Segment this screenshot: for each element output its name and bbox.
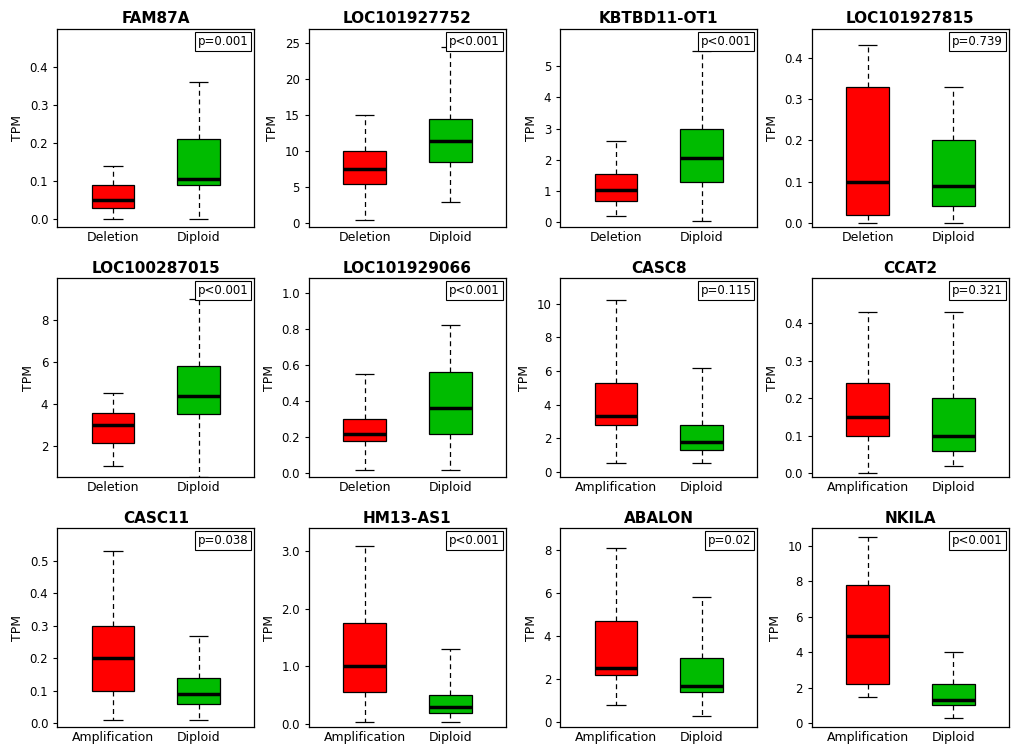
Bar bbox=[594, 621, 637, 675]
Y-axis label: TPM: TPM bbox=[525, 115, 538, 141]
Bar bbox=[428, 119, 471, 162]
Bar bbox=[177, 140, 220, 185]
Title: CCAT2: CCAT2 bbox=[882, 261, 936, 276]
Bar bbox=[931, 140, 974, 206]
Title: LOC101929066: LOC101929066 bbox=[342, 261, 472, 276]
Title: LOC101927815: LOC101927815 bbox=[845, 11, 974, 26]
Bar bbox=[177, 678, 220, 704]
Text: p<0.001: p<0.001 bbox=[448, 535, 499, 547]
Bar bbox=[342, 623, 385, 692]
Title: HM13-AS1: HM13-AS1 bbox=[363, 510, 451, 525]
Y-axis label: TPM: TPM bbox=[11, 615, 24, 640]
Y-axis label: TPM: TPM bbox=[518, 365, 531, 390]
Text: p=0.115: p=0.115 bbox=[700, 285, 751, 297]
Text: p<0.001: p<0.001 bbox=[952, 535, 1002, 547]
Y-axis label: TPM: TPM bbox=[765, 115, 777, 141]
Bar bbox=[846, 384, 889, 436]
Title: KBTBD11-OT1: KBTBD11-OT1 bbox=[598, 11, 718, 26]
Y-axis label: TPM: TPM bbox=[262, 615, 275, 640]
Title: LOC101927752: LOC101927752 bbox=[342, 11, 472, 26]
Title: FAM87A: FAM87A bbox=[121, 11, 190, 26]
Text: p=0.02: p=0.02 bbox=[707, 535, 751, 547]
Bar bbox=[680, 128, 722, 182]
Title: LOC100287015: LOC100287015 bbox=[92, 261, 220, 276]
Y-axis label: TPM: TPM bbox=[22, 365, 36, 390]
Bar bbox=[428, 695, 471, 713]
Y-axis label: TPM: TPM bbox=[11, 115, 24, 141]
Title: CASC11: CASC11 bbox=[122, 510, 189, 525]
Title: NKILA: NKILA bbox=[883, 510, 935, 525]
Y-axis label: TPM: TPM bbox=[765, 365, 777, 390]
Bar bbox=[594, 174, 637, 201]
Y-axis label: TPM: TPM bbox=[262, 365, 275, 390]
Text: p=0.739: p=0.739 bbox=[951, 35, 1002, 48]
Text: p=0.321: p=0.321 bbox=[951, 285, 1002, 297]
Text: p<0.001: p<0.001 bbox=[198, 285, 249, 297]
Y-axis label: TPM: TPM bbox=[266, 115, 279, 141]
Bar bbox=[680, 425, 722, 450]
Bar bbox=[428, 372, 471, 433]
Y-axis label: TPM: TPM bbox=[768, 615, 782, 640]
Title: ABALON: ABALON bbox=[624, 510, 693, 525]
Bar bbox=[846, 87, 889, 214]
Text: p<0.001: p<0.001 bbox=[448, 35, 499, 48]
Bar bbox=[92, 413, 135, 443]
Bar bbox=[594, 383, 637, 425]
Bar bbox=[931, 399, 974, 451]
Bar bbox=[680, 658, 722, 692]
Bar bbox=[92, 626, 135, 691]
Title: CASC8: CASC8 bbox=[631, 261, 686, 276]
Bar bbox=[342, 419, 385, 441]
Text: p=0.038: p=0.038 bbox=[198, 535, 249, 547]
Bar bbox=[846, 585, 889, 684]
Bar bbox=[931, 684, 974, 705]
Text: p=0.001: p=0.001 bbox=[198, 35, 249, 48]
Bar bbox=[177, 366, 220, 414]
Bar bbox=[342, 151, 385, 183]
Bar bbox=[92, 185, 135, 208]
Text: p<0.001: p<0.001 bbox=[448, 285, 499, 297]
Y-axis label: TPM: TPM bbox=[525, 615, 538, 640]
Text: p<0.001: p<0.001 bbox=[700, 35, 751, 48]
